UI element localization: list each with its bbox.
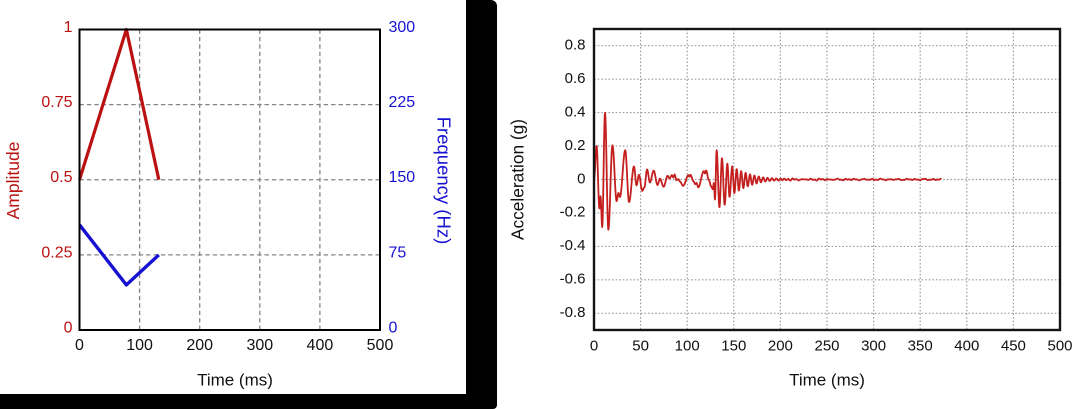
time-tick-label: 350: [908, 337, 933, 354]
time-tick-label: 100: [126, 337, 153, 354]
frequency-axis-title: Frequency (Hz): [434, 117, 455, 244]
amplitude-axis-title: Amplitude: [3, 142, 23, 220]
acceleration-tick-label: -0.6: [560, 271, 586, 288]
amplitude-tick-label: 0.75: [41, 94, 72, 111]
frequency-tick-label: 75: [389, 244, 407, 261]
amplitude-tick-label: 0.25: [41, 244, 72, 261]
time-tick-label: 400: [954, 337, 979, 354]
acceleration-line: [593, 111, 942, 231]
left-figure-frame: [0, 0, 497, 409]
left-gridlines: [79, 29, 380, 330]
left-plot-border: [78, 28, 381, 331]
time-tick-label: 400: [307, 337, 334, 354]
frequency-tick-label: 225: [389, 94, 416, 111]
frequency-tick-label: 150: [389, 169, 416, 186]
time-tick-label: 150: [721, 337, 746, 354]
time-tick-label: 250: [814, 337, 839, 354]
acceleration-tick-label: -0.4: [560, 237, 586, 254]
time-tick-label: 200: [768, 337, 793, 354]
acceleration-tick-label: -0.8: [560, 304, 586, 321]
time-tick-label: 500: [1047, 337, 1072, 354]
time-tick-label: 300: [246, 337, 273, 354]
left-time-axis-title: Time (ms): [197, 371, 273, 390]
time-tick-label: 100: [675, 337, 700, 354]
acceleration-tick-label: 0.6: [565, 70, 586, 87]
frequency-tick-label: 300: [389, 19, 416, 36]
time-tick-label: 300: [861, 337, 886, 354]
time-tick-label: 0: [590, 337, 598, 354]
right-plot-border: [592, 27, 1062, 332]
time-tick-label: 450: [1001, 337, 1026, 354]
amplitude-tick-label: 0.5: [50, 169, 72, 186]
right-time-axis-title: Time (ms): [789, 371, 865, 390]
acceleration-tick-label: 0.4: [565, 103, 586, 120]
acceleration-tick-label: 0.8: [565, 36, 586, 53]
frequency-tick-label: 0: [389, 319, 398, 336]
time-tick-label: 500: [367, 337, 394, 354]
acceleration-tick-label: 0.2: [565, 137, 586, 154]
amplitude-tick-label: 0: [64, 319, 73, 336]
input-pulse-chart: 0 0.25 0.5 0.75 1 0 75 150 225 300 0 100 200 300 400 50…: [3, 19, 455, 390]
acceleration-tick-label: -0.2: [560, 204, 586, 221]
time-tick-label: 200: [186, 337, 213, 354]
frequency-line: [78, 223, 160, 287]
acceleration-tick-label: 0: [577, 170, 585, 187]
time-tick-label: 50: [632, 337, 649, 354]
amplitude-tick-label: 1: [64, 19, 73, 36]
left-figure-card: [0, 0, 466, 394]
time-tick-label: 0: [75, 337, 84, 354]
acceleration-axis-title: Acceleration (g): [508, 119, 528, 240]
